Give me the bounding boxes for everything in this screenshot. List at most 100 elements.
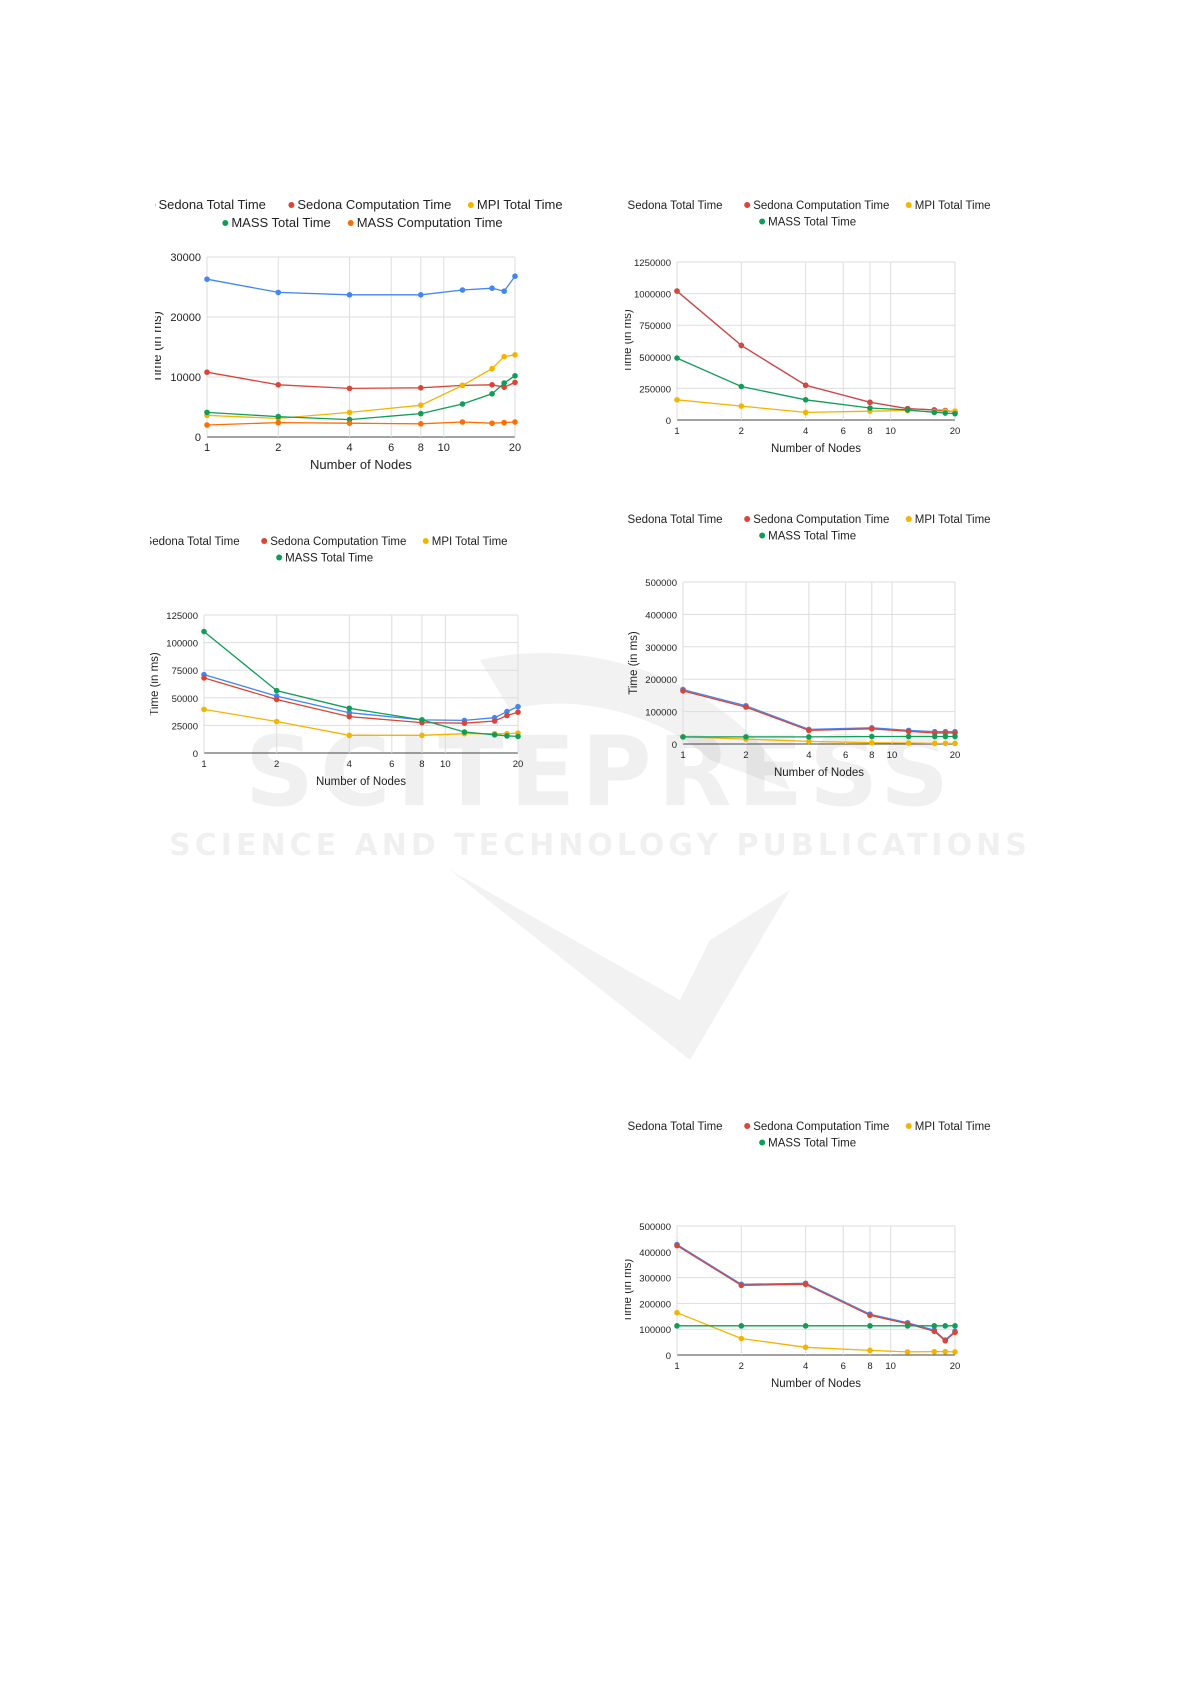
data-point — [501, 380, 507, 386]
x-tick-label: 8 — [869, 750, 874, 761]
data-point — [459, 419, 466, 425]
data-point — [489, 365, 495, 372]
data-point — [515, 733, 521, 740]
data-point — [802, 382, 809, 389]
x-tick-label: 10 — [438, 442, 450, 454]
chart-body: 0 25000 50000 75000 100000 125000 1 2 4 6 8 10 20 Num… — [150, 611, 523, 788]
data-point — [417, 292, 424, 298]
data-point — [201, 675, 207, 681]
data-point — [942, 1338, 949, 1344]
y-tick-label: 0 — [195, 432, 201, 444]
legend-label: MASS Total Time — [768, 217, 856, 229]
data-point — [419, 732, 425, 739]
data-point — [738, 403, 745, 409]
legend-label: Sedona Total Time — [628, 200, 723, 212]
y-tick-label: 10000 — [170, 372, 201, 384]
data-point — [419, 717, 425, 723]
series-line — [203, 677, 519, 724]
watermark-subtitle: SCIENCE AND TECHNOLOGY PUBLICATIONS — [169, 828, 1031, 863]
x-tick-label: 4 — [347, 759, 352, 770]
data-point — [346, 705, 353, 712]
data-point — [501, 288, 507, 294]
x-axis-label: Number of Nodes — [316, 776, 406, 788]
chart-legend: Sedona Total Time Sedona Computation Time… — [628, 514, 991, 543]
x-tick-label: 20 — [509, 442, 521, 454]
x-tick-label: 6 — [388, 442, 394, 454]
data-point — [417, 402, 424, 408]
legend-label: MPI Total Time — [477, 197, 563, 212]
x-tick-label: 2 — [743, 750, 748, 761]
legend-marker — [347, 220, 354, 226]
data-point — [806, 738, 812, 745]
data-point — [417, 410, 424, 417]
y-tick-label: 1000000 — [634, 290, 671, 301]
data-point — [204, 276, 210, 282]
data-point — [952, 410, 958, 417]
legend-marker — [288, 202, 295, 208]
legend-label: MASS Total Time — [768, 531, 856, 543]
x-tick-label: 2 — [739, 1361, 744, 1372]
series-line — [676, 290, 956, 413]
legend-marker — [759, 1139, 766, 1146]
x-tick-label: 8 — [867, 426, 872, 437]
data-point — [867, 1312, 873, 1319]
legend-label: Sedona Total Time — [150, 536, 240, 548]
legend-label: MASS Total Time — [285, 553, 373, 565]
data-point — [491, 731, 498, 738]
data-point — [489, 285, 495, 291]
y-tick-label: 200000 — [645, 675, 677, 686]
chart-body: 0 10000 20000 30000 1 2 4 6 8 10 20 Number of Nodes… — [155, 252, 521, 472]
data-point — [275, 413, 282, 420]
legend-label: MASS Total Time — [768, 1138, 856, 1150]
chart-body: 0 250000 500000 750000 1000000 1250000 1 2 4 6 8 10… — [625, 258, 960, 455]
legend-label: MPI Total Time — [915, 514, 991, 526]
y-tick-label: 500000 — [639, 1222, 671, 1233]
data-point — [501, 384, 507, 390]
data-point — [942, 740, 949, 747]
y-tick-label: 0 — [193, 749, 198, 760]
x-tick-label: 10 — [885, 426, 896, 437]
y-tick-label: 400000 — [645, 610, 677, 621]
data-point — [867, 405, 873, 411]
data-point — [952, 740, 958, 747]
data-point — [806, 734, 812, 740]
chart-middle-right: 0 100000 200000 300000 400000 500000 1 2 4 6 8 10 20… — [628, 514, 991, 779]
x-tick-label: 10 — [887, 750, 898, 761]
x-tick-label: 1 — [680, 750, 685, 761]
y-tick-label: 125000 — [166, 611, 198, 622]
data-point — [273, 696, 280, 703]
series-line — [682, 736, 955, 745]
data-point — [942, 410, 949, 416]
y-tick-label: 0 — [666, 1351, 671, 1362]
data-point — [346, 709, 353, 716]
y-axis-label: Time (in ms) — [155, 311, 164, 383]
x-tick-label: 1 — [674, 426, 679, 437]
data-point — [201, 706, 207, 713]
data-point — [952, 1349, 958, 1355]
data-point — [501, 353, 507, 360]
data-point — [504, 708, 510, 715]
data-point — [802, 1344, 809, 1351]
x-tick-label: 2 — [739, 426, 744, 437]
legend-marker — [759, 218, 766, 225]
x-tick-label: 6 — [843, 750, 848, 761]
data-point — [905, 740, 912, 746]
data-point — [867, 1323, 873, 1329]
data-point — [674, 288, 680, 294]
data-point — [461, 729, 468, 735]
series-line — [206, 371, 516, 390]
data-point — [512, 273, 518, 279]
data-point — [275, 419, 282, 426]
data-point — [273, 718, 280, 725]
data-point — [931, 740, 938, 747]
y-axis-label: Time (in ms) — [628, 631, 640, 695]
series-line — [206, 421, 516, 426]
legend-label: Sedona Total Time — [158, 197, 265, 212]
data-point — [806, 727, 812, 734]
x-tick-label: 10 — [885, 1361, 896, 1372]
data-point — [680, 734, 686, 740]
legend-label: Sedona Computation Time — [297, 197, 451, 212]
x-tick-label: 1 — [204, 442, 210, 454]
data-point — [346, 385, 353, 392]
data-point — [346, 420, 353, 426]
